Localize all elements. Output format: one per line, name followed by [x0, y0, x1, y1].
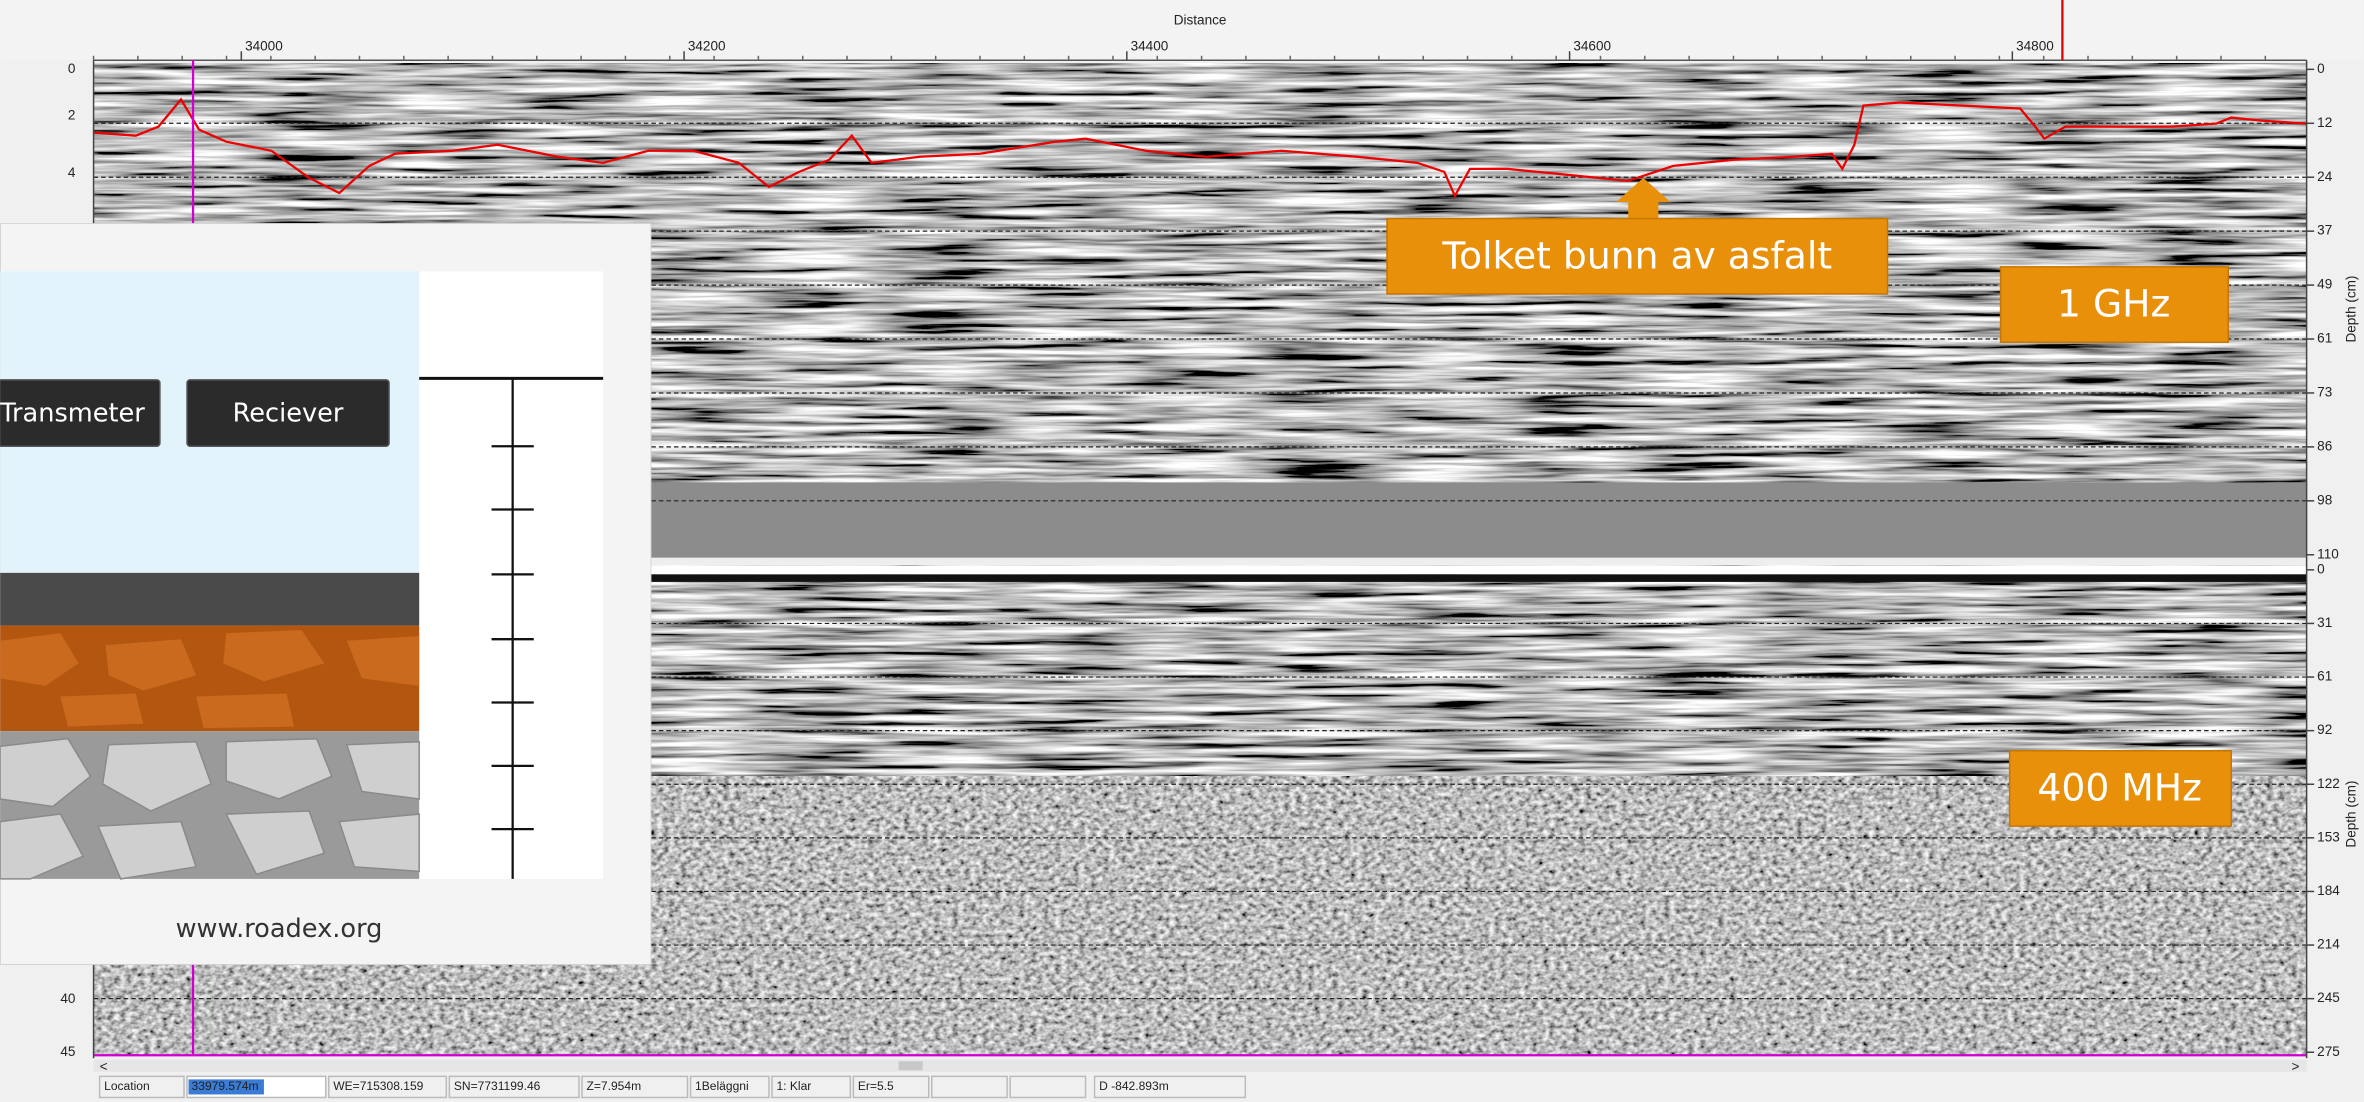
- asphalt-layer: [0, 573, 419, 626]
- status-text: D -842.893m: [1099, 1079, 1169, 1093]
- right-tick-label: 0: [2317, 61, 2325, 76]
- scroll-right[interactable]: >: [2292, 1059, 2300, 1074]
- right-tick-label: 98: [2317, 492, 2332, 507]
- status-text: Z=7.954m: [587, 1079, 642, 1093]
- inset: Transmeter Reciever www.roadex.org: [0, 223, 651, 965]
- right-tick-label: 73: [2317, 385, 2332, 400]
- right-axis-title: Depth (cm): [2343, 276, 2358, 343]
- scrollbar[interactable]: [94, 1060, 2307, 1072]
- status-text: Er=5.5: [858, 1079, 894, 1093]
- receiver-label: Reciever: [233, 399, 344, 429]
- scrollbar-thumb[interactable]: [899, 1061, 923, 1070]
- right-tick-label: 31: [2317, 615, 2332, 630]
- right-tick-label: 214: [2317, 937, 2340, 952]
- status-text: 1Beläggni: [695, 1079, 749, 1093]
- right-tick-label: 245: [2317, 990, 2340, 1005]
- top-tick-label: 34000: [245, 38, 283, 53]
- top-axis-strip: [0, 0, 2364, 60]
- annotation-text: Tolket bunn av asfalt: [1441, 233, 1832, 277]
- right-tick-label: 92: [2317, 722, 2332, 737]
- status-text: SN=7731199.46: [454, 1079, 541, 1093]
- scroll-left[interactable]: <: [100, 1059, 108, 1074]
- top-tick-label: 34800: [2016, 38, 2054, 53]
- inset-source: www.roadex.org: [176, 914, 383, 944]
- top-tick-label: 34600: [1573, 38, 1611, 53]
- left-tick-label: 4: [68, 165, 76, 180]
- right-tick-label: 49: [2317, 277, 2332, 292]
- status-bar: Location 33979.574m WE=715308.159 SN=773119…: [100, 1076, 1246, 1097]
- right-tick-label: 0: [2317, 561, 2325, 576]
- right-tick-label: 12: [2317, 115, 2332, 130]
- right-tick-label: 153: [2317, 829, 2340, 844]
- transmitter-label: Transmeter: [0, 399, 145, 429]
- screen: Distance Depth (cm) Depth (cm) 34000 3420…: [0, 0, 2364, 1102]
- right-tick-label: 122: [2317, 776, 2340, 791]
- status-field: [1010, 1076, 1085, 1097]
- top-axis-title: Distance: [1174, 13, 1227, 28]
- status-field: [932, 1076, 1007, 1097]
- annotation-text: 400 MHz: [2037, 765, 2201, 809]
- right-axis-title: Depth (cm): [2343, 781, 2358, 848]
- right-tick-label: 86: [2317, 438, 2332, 453]
- top-tick-label: 34400: [1131, 38, 1169, 53]
- status-text[interactable]: 33979.574m: [192, 1079, 259, 1093]
- right-tick-label: 61: [2317, 669, 2332, 684]
- annotation-text: 1 GHz: [2057, 282, 2170, 326]
- right-tick-label: 37: [2317, 223, 2332, 238]
- status-text: 1: Klar: [776, 1079, 811, 1093]
- right-tick-label: 184: [2317, 883, 2340, 898]
- left-tick-label: 40: [60, 991, 75, 1006]
- right-tick-label: 110: [2317, 546, 2339, 561]
- left-tick-label: 45: [60, 1044, 75, 1059]
- status-text: WE=715308.159: [333, 1079, 423, 1093]
- right-tick-label: 24: [2317, 169, 2333, 184]
- left-tick-label: 0: [68, 61, 76, 76]
- top-tick-label: 34200: [688, 38, 726, 53]
- right-tick-label: 275: [2317, 1044, 2340, 1059]
- left-tick-label: 2: [68, 108, 76, 123]
- status-text: Location: [104, 1079, 150, 1093]
- right-tick-label: 61: [2317, 331, 2332, 346]
